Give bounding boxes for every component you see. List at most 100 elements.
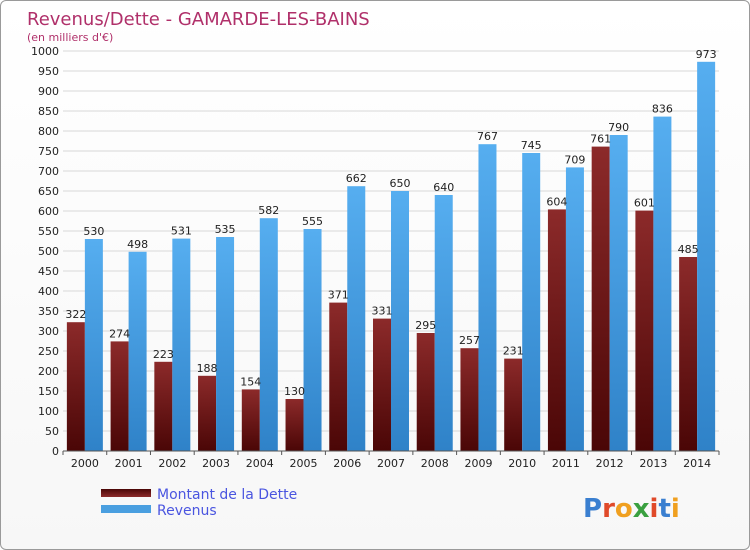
revenus-bar bbox=[697, 61, 716, 452]
x-tick-label: 2004 bbox=[246, 457, 274, 470]
debt-value-label: 154 bbox=[240, 375, 261, 388]
x-tick-label: 2008 bbox=[421, 457, 449, 470]
y-tick-label: 300 bbox=[38, 325, 59, 338]
debt-value-label: 331 bbox=[372, 305, 393, 318]
revenus-bar bbox=[259, 218, 278, 451]
proxiti-logo: Proxiti bbox=[583, 494, 680, 524]
debt-value-label: 371 bbox=[328, 289, 349, 302]
revenus-bar bbox=[653, 116, 672, 451]
revenus-bar bbox=[172, 238, 191, 451]
x-tick-label: 2007 bbox=[377, 457, 405, 470]
debt-bar bbox=[66, 322, 85, 451]
x-tick-label: 2001 bbox=[115, 457, 143, 470]
debt-value-label: 604 bbox=[546, 195, 567, 208]
x-tick-label: 2013 bbox=[639, 457, 667, 470]
debt-value-label: 295 bbox=[415, 319, 436, 332]
revenus-value-label: 662 bbox=[346, 172, 367, 185]
y-tick-label: 350 bbox=[38, 305, 59, 318]
chart-title: Revenus/Dette - GAMARDE-LES-BAINS bbox=[27, 9, 370, 30]
revenus-bar bbox=[84, 239, 103, 451]
debt-bar bbox=[285, 399, 304, 451]
debt-bar bbox=[241, 389, 260, 451]
y-tick-label: 400 bbox=[38, 285, 59, 298]
logo-text: Proxiti bbox=[583, 494, 680, 524]
debt-bar bbox=[591, 146, 610, 451]
debt-bar bbox=[110, 341, 129, 451]
revenus-value-label: 745 bbox=[521, 139, 542, 152]
revenus-bar bbox=[128, 251, 147, 451]
debt-value-label: 130 bbox=[284, 385, 305, 398]
debt-value-label: 485 bbox=[678, 243, 699, 256]
debt-value-label: 231 bbox=[503, 345, 524, 358]
debt-bar bbox=[504, 358, 523, 451]
revenus-value-label: 973 bbox=[696, 48, 717, 61]
y-axis-ticks: 0 50 100 150 200 250 300 350 400 450 500 550 600 650 7… bbox=[31, 45, 59, 458]
x-tick-label: 2002 bbox=[158, 457, 186, 470]
y-tick-label: 500 bbox=[38, 245, 59, 258]
x-tick-label: 2012 bbox=[596, 457, 624, 470]
x-tick-label: 2006 bbox=[333, 457, 361, 470]
y-tick-label: 800 bbox=[38, 125, 59, 138]
debt-bar bbox=[635, 210, 654, 451]
y-tick-label: 1000 bbox=[31, 45, 59, 58]
debt-value-label: 257 bbox=[459, 334, 480, 347]
debt-bar bbox=[198, 375, 217, 451]
chart-subtitle: (en milliers d'€) bbox=[27, 31, 113, 44]
debt-value-label: 601 bbox=[634, 197, 655, 210]
debt-value-label: 761 bbox=[590, 133, 611, 146]
x-tick-label: 2011 bbox=[552, 457, 580, 470]
debt-value-label: 274 bbox=[109, 327, 130, 340]
y-tick-label: 0 bbox=[52, 445, 59, 458]
y-tick-label: 200 bbox=[38, 365, 59, 378]
y-tick-label: 700 bbox=[38, 165, 59, 178]
x-axis-ticks: 2000 2001 2002 2003 2004 2005 2006 2007 2008 2009… bbox=[62, 451, 720, 470]
y-tick-label: 100 bbox=[38, 405, 59, 418]
revenus-bar bbox=[434, 195, 453, 451]
revenus-value-label: 767 bbox=[477, 130, 498, 143]
revenus-bar bbox=[522, 153, 541, 451]
y-tick-label: 650 bbox=[38, 185, 59, 198]
x-tick-label: 2010 bbox=[508, 457, 536, 470]
x-tick-label: 2000 bbox=[71, 457, 99, 470]
y-tick-label: 150 bbox=[38, 385, 59, 398]
y-tick-label: 250 bbox=[38, 345, 59, 358]
revenus-value-label: 640 bbox=[433, 181, 454, 194]
bars bbox=[66, 61, 716, 452]
revenus-bar bbox=[609, 135, 628, 451]
revenus-value-label: 498 bbox=[127, 238, 148, 251]
legend-label-revenus: Revenus bbox=[157, 503, 217, 519]
legend-swatch-revenus bbox=[101, 505, 151, 513]
revenus-value-label: 531 bbox=[171, 225, 192, 238]
legend: Montant de la Dette Revenus bbox=[101, 487, 297, 519]
debt-bar bbox=[416, 333, 435, 451]
y-tick-label: 850 bbox=[38, 105, 59, 118]
x-tick-label: 2014 bbox=[683, 457, 711, 470]
y-tick-label: 900 bbox=[38, 85, 59, 98]
debt-bar bbox=[329, 302, 348, 451]
legend-swatch-debt bbox=[101, 489, 151, 497]
revenus-value-label: 582 bbox=[258, 204, 279, 217]
x-tick-label: 2009 bbox=[464, 457, 492, 470]
data-labels: 322 530 274 498 223 531 188 535 154 582 130 555 371 6… bbox=[65, 48, 716, 398]
revenus-bar bbox=[391, 191, 409, 451]
revenus-bar bbox=[303, 229, 322, 451]
revenus-bar bbox=[347, 186, 366, 451]
y-tick-label: 450 bbox=[38, 265, 59, 278]
revenus-value-label: 555 bbox=[302, 215, 323, 228]
debt-bar bbox=[154, 361, 173, 451]
y-tick-label: 50 bbox=[45, 425, 59, 438]
y-tick-label: 600 bbox=[38, 205, 59, 218]
revenus-bar bbox=[216, 237, 235, 451]
y-tick-label: 550 bbox=[38, 225, 59, 238]
x-tick-label: 2003 bbox=[202, 457, 230, 470]
revenus-value-label: 530 bbox=[83, 225, 104, 238]
revenus-value-label: 709 bbox=[564, 153, 585, 166]
debt-bar bbox=[460, 348, 479, 451]
revenus-bar bbox=[478, 144, 497, 451]
legend-label-debt: Montant de la Dette bbox=[157, 487, 297, 503]
debt-bar bbox=[547, 209, 566, 451]
revenus-value-label: 535 bbox=[215, 223, 236, 236]
revenus-value-label: 650 bbox=[390, 177, 411, 190]
